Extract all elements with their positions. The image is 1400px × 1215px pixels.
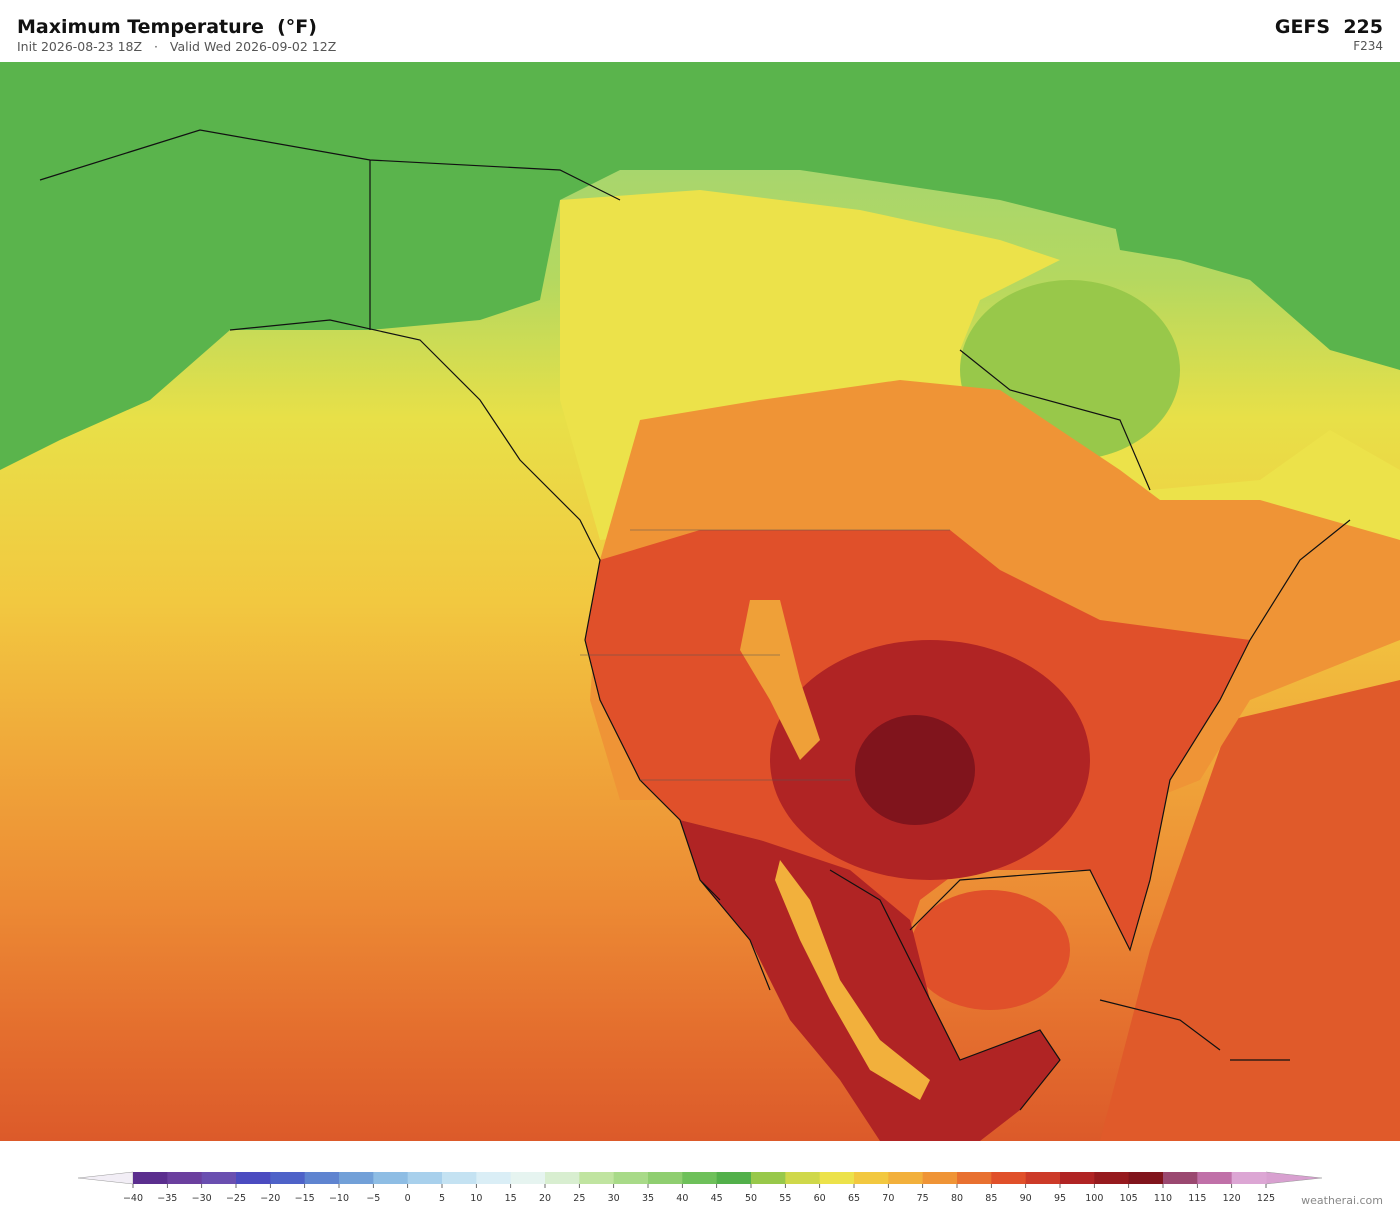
colorbar-segment [1128, 1172, 1164, 1184]
colorbar-segment [854, 1172, 889, 1184]
colorbar-segment [785, 1172, 821, 1184]
colorbar-label: 15 [505, 1193, 517, 1204]
colorbar-segment [236, 1172, 271, 1184]
colorbar-label: 80 [951, 1193, 963, 1204]
colorbar-label: −20 [260, 1193, 280, 1204]
arctic-region [0, 62, 1400, 470]
borders [580, 529, 950, 781]
colorbar-segment [442, 1172, 477, 1184]
colorbar-label: 90 [1020, 1193, 1032, 1204]
rockies [740, 600, 820, 760]
colorbar-segment [373, 1172, 409, 1184]
colorbar-label: 115 [1188, 1193, 1206, 1204]
colorbar-segment [339, 1172, 374, 1184]
colorbar-segment [407, 1172, 443, 1184]
colorbar-segment [1163, 1172, 1198, 1184]
colorbar-label: −30 [192, 1193, 212, 1204]
colorbar-over [1265, 1171, 1323, 1185]
map [0, 62, 1400, 1141]
valid-time: Valid Wed 2026-09-02 12Z [169, 39, 337, 54]
colorbar-label: 40 [676, 1193, 688, 1204]
colorbar-segment [819, 1172, 855, 1184]
subtitle: Init 2026-08-23 18Z · Valid Wed 2026-09-… [17, 39, 336, 54]
colorbar-segment [888, 1172, 924, 1184]
init-time: Init 2026-08-23 18Z [17, 39, 143, 54]
colorbar-label: 70 [882, 1193, 894, 1204]
colorbar-label: 60 [814, 1193, 826, 1204]
colorbar: −40 −35 −30 −25 −20 −15 −10 −5 0 5 10 15 20 25 30 35 40 4… [77, 1171, 1323, 1204]
colorbar-under [77, 1171, 134, 1185]
colorbar-label: 125 [1257, 1193, 1275, 1204]
coastline [39, 129, 1351, 1111]
colorbar-label: 65 [848, 1193, 860, 1204]
colorbar-segment [957, 1172, 992, 1184]
heat-peak [855, 715, 975, 825]
colorbar-label: 85 [985, 1193, 997, 1204]
colorbar-segment [922, 1172, 958, 1184]
colorbar-segment [304, 1172, 340, 1184]
atlantic [1100, 680, 1400, 1141]
colorbar-segment [545, 1172, 580, 1184]
colorbar-label: 10 [470, 1193, 482, 1204]
colorbar-segment [716, 1172, 752, 1184]
colorbar-label: 25 [573, 1193, 585, 1204]
header: Maximum Temperature (°F) Init 2026-08-23… [0, 0, 1400, 62]
colorbar-segment [510, 1172, 546, 1184]
colorbar-label: 20 [539, 1193, 551, 1204]
forecast-hour: F234 [1353, 39, 1383, 53]
colorbar-label: 120 [1223, 1193, 1241, 1204]
colorbar-segment [1060, 1172, 1095, 1184]
labrador [1100, 150, 1400, 370]
colorbar-segment [133, 1172, 168, 1184]
colorbar-segment [579, 1172, 615, 1184]
colorbar-label: −40 [123, 1193, 143, 1204]
colorbar-segment [476, 1172, 512, 1184]
colorbar-segment [1025, 1172, 1061, 1184]
colorbar-segment [167, 1172, 203, 1184]
colorbar-segment [751, 1172, 786, 1184]
colorbar-label: 100 [1085, 1193, 1103, 1204]
colorbar-label: 5 [439, 1193, 445, 1204]
colorbar-label: −5 [366, 1193, 380, 1204]
colorbar-label: 105 [1120, 1193, 1138, 1204]
colorbar-label: 75 [917, 1193, 929, 1204]
colorbar-label: 35 [642, 1193, 654, 1204]
colorbar-segment [613, 1172, 649, 1184]
colorbar-segment [270, 1172, 306, 1184]
colorbar-label: −25 [226, 1193, 246, 1204]
model-run: GEFS 225 [1274, 16, 1383, 38]
gulf [910, 890, 1070, 1010]
title: Maximum Temperature (°F) [17, 16, 317, 38]
colorbar-label: 30 [608, 1193, 620, 1204]
colorbar-label: 110 [1154, 1193, 1172, 1204]
colorbar-label: −15 [295, 1193, 315, 1204]
mexico-highlands [775, 860, 930, 1100]
credit: weatherai.com [1301, 1194, 1383, 1207]
colorbar-label: 0 [405, 1193, 411, 1204]
colorbar-segment [1197, 1172, 1233, 1184]
colorbar-segment [1094, 1172, 1130, 1184]
colorbar-segment [682, 1172, 718, 1184]
colorbar-label: 55 [779, 1193, 791, 1204]
colorbar-label: 50 [745, 1193, 757, 1204]
colorbar-label: −35 [157, 1193, 177, 1204]
separator: · [153, 39, 158, 54]
colorbar-label: −10 [329, 1193, 349, 1204]
colorbar-segment [991, 1172, 1027, 1184]
mexico [680, 820, 1060, 1141]
colorbar-segment [1231, 1172, 1267, 1184]
colorbar-segment [201, 1172, 237, 1184]
colorbar-segment [648, 1172, 683, 1184]
colorbar-label: 95 [1054, 1193, 1066, 1204]
colorbar-label: 45 [711, 1193, 723, 1204]
